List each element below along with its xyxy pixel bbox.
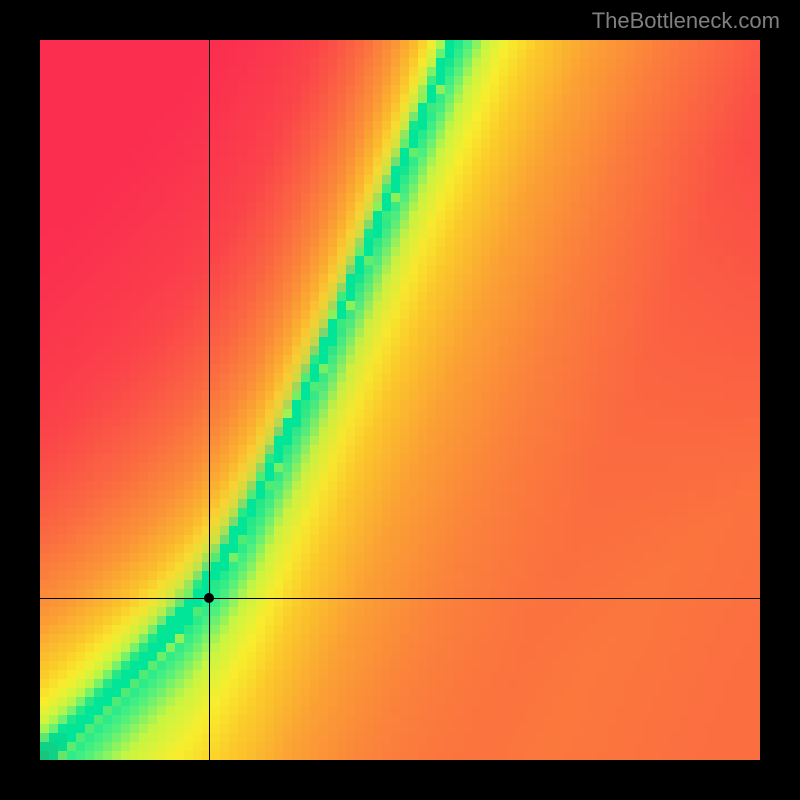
crosshair-vertical — [209, 40, 210, 760]
data-point-marker — [204, 593, 214, 603]
heatmap-grid — [40, 40, 760, 760]
watermark-text: TheBottleneck.com — [592, 8, 780, 34]
crosshair-horizontal — [40, 598, 760, 599]
plot-area — [40, 40, 760, 760]
